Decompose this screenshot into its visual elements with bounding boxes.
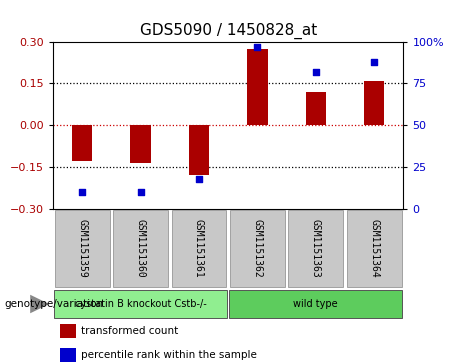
Text: wild type: wild type [294,299,338,309]
Text: cystatin B knockout Cstb-/-: cystatin B knockout Cstb-/- [75,299,207,309]
Point [371,59,378,65]
Point [137,189,144,195]
Point [254,44,261,50]
Bar [171,210,226,287]
Point [312,69,319,75]
Bar [60,324,76,338]
Bar [347,210,402,287]
Text: GSM1151361: GSM1151361 [194,219,204,278]
Bar [230,210,285,287]
Bar [247,49,267,125]
Text: percentile rank within the sample: percentile rank within the sample [81,350,257,360]
Bar [230,290,402,318]
Bar [130,125,151,163]
Point [78,189,86,195]
Text: GSM1151359: GSM1151359 [77,219,87,278]
Text: genotype/variation: genotype/variation [5,299,104,309]
Bar [364,81,384,125]
Text: GSM1151364: GSM1151364 [369,219,379,278]
Polygon shape [30,295,49,313]
Bar [306,92,326,125]
Text: GSM1151363: GSM1151363 [311,219,321,278]
Bar [189,125,209,175]
Bar [288,210,343,287]
Text: GSM1151362: GSM1151362 [252,219,262,278]
Bar [72,125,92,162]
Point [195,176,203,182]
Bar [54,290,227,318]
Text: transformed count: transformed count [81,326,178,336]
Bar [113,210,168,287]
Bar [60,348,76,362]
Bar [55,210,110,287]
Title: GDS5090 / 1450828_at: GDS5090 / 1450828_at [140,23,317,39]
Text: GSM1151360: GSM1151360 [136,219,146,278]
